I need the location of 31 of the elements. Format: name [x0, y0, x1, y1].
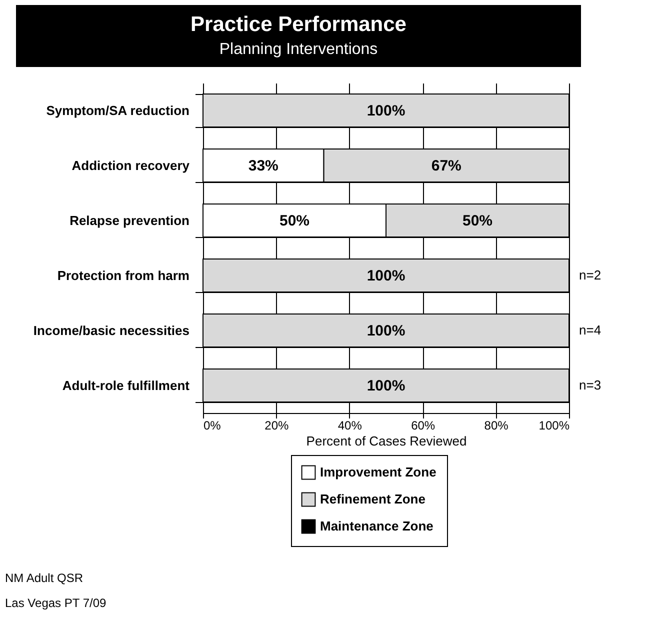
- legend-label: Refinement Zone: [320, 492, 426, 506]
- x-tick-label: 20%: [264, 418, 290, 432]
- y-tick-label: Protection from harm: [57, 268, 190, 283]
- y-tick-label: Relapse prevention: [70, 213, 190, 228]
- y-tick-label: Adult-role fulfillment: [62, 378, 190, 393]
- text: Las Vegas PT 7/09: [5, 596, 107, 610]
- y-tick-label: Addiction recovery: [72, 158, 190, 173]
- text: n=3: [579, 378, 602, 392]
- legend-label: Maintenance Zone: [320, 518, 434, 534]
- data-label: 100%: [366, 102, 406, 120]
- data-label: 67%: [431, 158, 462, 174]
- text: NM Adult QSR: [5, 571, 84, 585]
- data-label: 100%: [366, 378, 406, 394]
- data-label: 50%: [462, 212, 493, 230]
- x-tick-label: 60%: [411, 418, 436, 432]
- legend-label: Improvement Zone: [320, 464, 436, 480]
- x-axis-title: Percent of Cases Reviewed: [306, 434, 467, 448]
- chart-subtitle: Planning Interventions: [219, 41, 378, 58]
- x-tick-label: 40%: [338, 418, 362, 432]
- y-tick-label: Symptom/SA reduction: [46, 103, 190, 118]
- x-tick-label: 80%: [484, 418, 509, 432]
- data-label: 33%: [248, 158, 278, 174]
- data-label: 100%: [366, 268, 406, 284]
- y-tick-label: Income/basic necessities: [33, 323, 190, 338]
- x-tick-label: 100%: [538, 418, 570, 432]
- chart-title: Practice Performance: [190, 13, 406, 36]
- data-label: 100%: [366, 322, 406, 340]
- text: n=4: [579, 322, 602, 338]
- data-label: 50%: [279, 212, 310, 230]
- x-tick-label: 0%: [204, 418, 222, 432]
- text: n=2: [579, 268, 602, 282]
